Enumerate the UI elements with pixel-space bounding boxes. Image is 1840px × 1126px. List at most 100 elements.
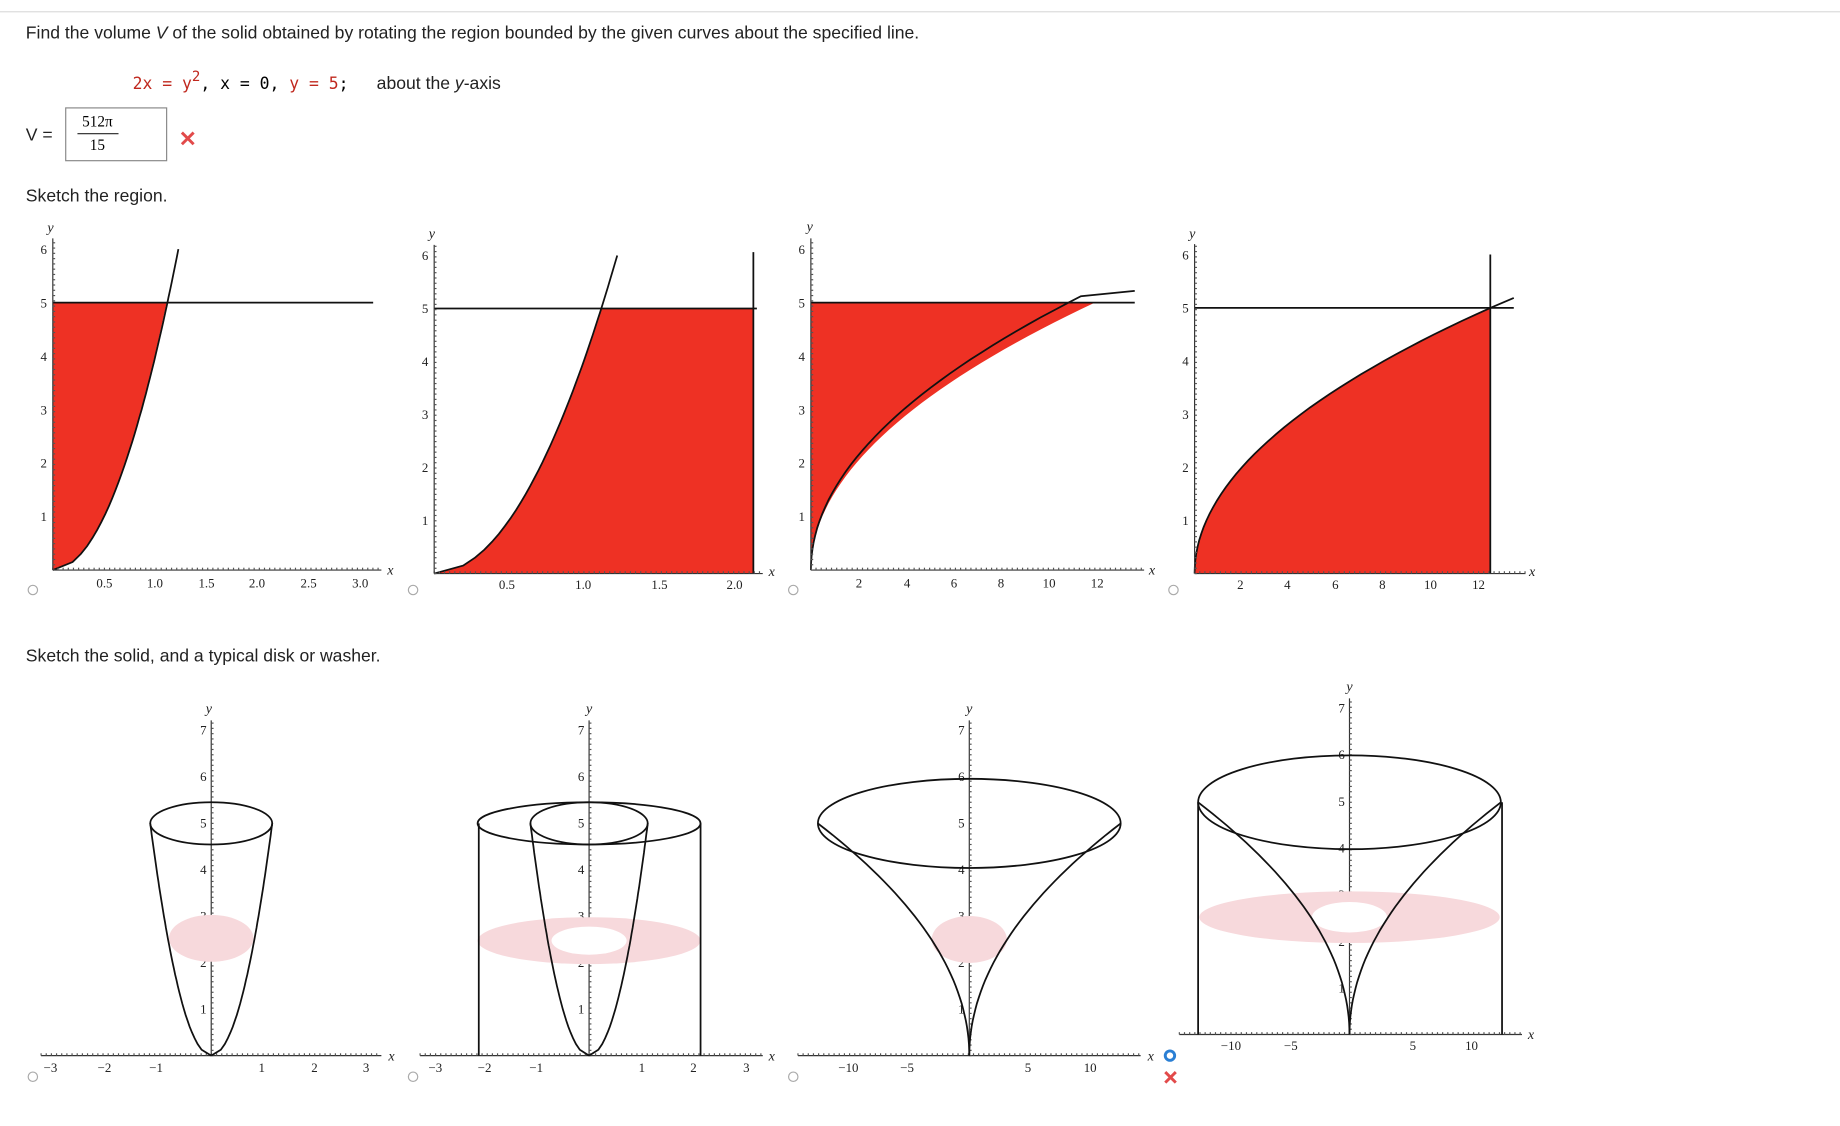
y-axis-label: y bbox=[1344, 679, 1353, 695]
x-tick-label: 10 bbox=[1465, 1039, 1478, 1053]
y-tick-label: 4 bbox=[958, 863, 965, 877]
x-tick-label: 5 bbox=[1410, 1039, 1416, 1053]
region bbox=[52, 302, 167, 571]
x-axis-label: x bbox=[387, 1048, 395, 1064]
x-tick-label: 1.5 bbox=[651, 578, 667, 592]
y-tick-label: 2 bbox=[1182, 461, 1188, 475]
y-tick-label: 3 bbox=[40, 403, 46, 417]
x-tick-label: 4 bbox=[1284, 578, 1291, 592]
x-tick-label: 6 bbox=[1332, 578, 1339, 592]
x-tick-label: 1 bbox=[258, 1061, 264, 1075]
about-rest: -axis bbox=[464, 73, 501, 93]
x-tick-label: −2 bbox=[478, 1061, 492, 1075]
x-tick-label: 2 bbox=[1237, 578, 1243, 592]
x-tick-label: −5 bbox=[1284, 1039, 1298, 1053]
x-axis-label: x bbox=[1147, 1048, 1155, 1064]
radio[interactable] bbox=[407, 1071, 419, 1083]
y-tick-label: 4 bbox=[200, 863, 207, 877]
numerator: 512π bbox=[82, 114, 113, 131]
region bbox=[810, 302, 1095, 571]
x-axis-label: x bbox=[1148, 563, 1156, 579]
y-tick-label: 1 bbox=[1338, 982, 1344, 996]
y-axis-label: y bbox=[584, 701, 593, 717]
radio-selected[interactable] bbox=[1163, 1049, 1177, 1062]
profile bbox=[588, 823, 649, 1057]
y-tick-label: 4 bbox=[40, 350, 47, 364]
x-tick-label: 2 bbox=[311, 1061, 317, 1075]
x-tick-label: 4 bbox=[904, 577, 911, 591]
y-tick-label: 6 bbox=[578, 770, 585, 784]
y-axis-label: y bbox=[805, 219, 814, 235]
y-tick-label: 4 bbox=[799, 350, 806, 364]
eq-exp: 2 bbox=[192, 69, 200, 85]
x-tick-label: 3.0 bbox=[352, 577, 368, 591]
about-var: y bbox=[454, 73, 465, 93]
y-tick-label: 5 bbox=[799, 296, 805, 310]
y-axis-label: y bbox=[204, 701, 213, 717]
x-axis-label: x bbox=[768, 564, 776, 580]
radio[interactable] bbox=[27, 1071, 39, 1083]
x-tick-label: 10 bbox=[1424, 578, 1437, 592]
x-tick-label: 0.5 bbox=[96, 577, 112, 591]
x-tick-label: 0.5 bbox=[499, 578, 515, 592]
profile bbox=[529, 823, 590, 1057]
x-tick-label: 1.5 bbox=[198, 577, 214, 591]
curve bbox=[809, 290, 1135, 571]
y-tick-label: 1 bbox=[1182, 514, 1188, 528]
y-tick-label: 3 bbox=[578, 910, 584, 924]
disk bbox=[168, 914, 254, 962]
x-tick-label: −1 bbox=[149, 1061, 163, 1075]
x-tick-label: 2 bbox=[690, 1061, 696, 1075]
answer-box[interactable] bbox=[65, 107, 168, 162]
y-tick-label: 5 bbox=[422, 302, 428, 316]
x-tick-label: 2 bbox=[856, 577, 862, 591]
x-tick-label: 8 bbox=[1379, 578, 1385, 592]
y-tick-label: 2 bbox=[958, 956, 964, 970]
y-tick-label: 1 bbox=[422, 514, 428, 528]
x-tick-label: 1.0 bbox=[147, 577, 163, 591]
x-tick-label: 10 bbox=[1043, 577, 1056, 591]
profile bbox=[817, 822, 971, 1056]
x-tick-label: −3 bbox=[44, 1061, 58, 1075]
y-tick-label: 6 bbox=[422, 249, 429, 263]
y-tick-label: 5 bbox=[1338, 795, 1344, 809]
profile bbox=[1348, 801, 1502, 1035]
y-tick-label: 7 bbox=[1338, 701, 1345, 715]
q-var: V bbox=[156, 23, 170, 43]
x-tick-label: 1.0 bbox=[575, 578, 591, 592]
y-tick-label: 3 bbox=[422, 408, 428, 422]
y-tick-label: 7 bbox=[958, 723, 965, 737]
x-tick-label: 3 bbox=[743, 1061, 749, 1075]
y-tick-label: 2 bbox=[40, 457, 46, 471]
radio[interactable] bbox=[27, 584, 39, 596]
y-tick-label: 3 bbox=[799, 403, 805, 417]
profile bbox=[1197, 801, 1351, 1035]
wrong-mark bbox=[180, 131, 195, 146]
radio[interactable] bbox=[1168, 584, 1179, 596]
y-tick-label: 3 bbox=[1182, 408, 1188, 422]
x-tick-label: −3 bbox=[428, 1061, 442, 1075]
radio[interactable] bbox=[787, 1071, 799, 1083]
x-tick-label: −1 bbox=[529, 1061, 543, 1075]
washer-hole bbox=[551, 926, 627, 955]
profile bbox=[210, 823, 274, 1057]
y-tick-label: 5 bbox=[1182, 302, 1188, 316]
y-axis-label: y bbox=[45, 220, 54, 236]
radio[interactable] bbox=[407, 584, 419, 596]
radio[interactable] bbox=[787, 584, 799, 596]
profile bbox=[968, 822, 1122, 1056]
wrong-mark bbox=[1164, 1071, 1177, 1084]
y-tick-label: 2 bbox=[200, 956, 206, 970]
y-tick-label: 4 bbox=[422, 355, 429, 369]
y-tick-label: 6 bbox=[1182, 248, 1189, 262]
eq-curve: 2x = y bbox=[133, 74, 192, 93]
y-tick-label: 6 bbox=[40, 243, 47, 257]
y-tick-label: 6 bbox=[958, 770, 965, 784]
y-tick-label: 1 bbox=[200, 1003, 206, 1017]
region bbox=[434, 308, 754, 574]
y-tick-label: 1 bbox=[578, 1003, 584, 1017]
x-axis-label: x bbox=[386, 563, 394, 579]
x-tick-label: 10 bbox=[1084, 1061, 1097, 1075]
about-text: about the bbox=[377, 73, 455, 93]
x-tick-label: 2.0 bbox=[249, 577, 265, 591]
